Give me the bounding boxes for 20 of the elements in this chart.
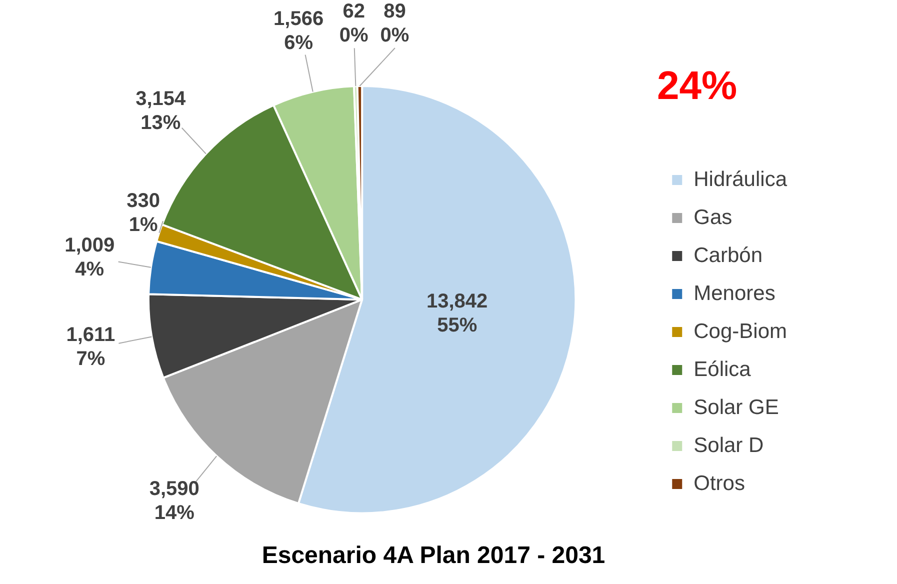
legend-label: Hidráulica bbox=[694, 168, 788, 191]
legend-label: Solar GE bbox=[694, 396, 779, 419]
data-label: 1,009 4% bbox=[64, 234, 115, 281]
data-label: 3,154 13% bbox=[136, 88, 187, 134]
data-label: 1,611 7% bbox=[66, 324, 116, 370]
text: Escenario 4A Plan 2017 - 2031 bbox=[262, 542, 606, 570]
legend-label: Cog-Biom bbox=[694, 320, 788, 343]
data-label: 62 0% bbox=[339, 0, 369, 47]
legend-label: Carbón bbox=[694, 244, 763, 267]
data-label: 1,566 6% bbox=[274, 8, 324, 54]
legend-label: Otros bbox=[694, 472, 745, 495]
data-label: 3,590 14% bbox=[149, 478, 200, 524]
legend-label: Solar D bbox=[694, 434, 764, 457]
data-label: 13,842 55% bbox=[426, 290, 488, 337]
text: 24% bbox=[656, 64, 738, 108]
legend-label: Gas bbox=[694, 206, 732, 229]
data-label: 330 1% bbox=[126, 190, 160, 236]
data-label: 89 0% bbox=[380, 0, 410, 47]
legend-label: Eólica bbox=[694, 358, 752, 381]
legend-label: Menores bbox=[694, 282, 776, 305]
